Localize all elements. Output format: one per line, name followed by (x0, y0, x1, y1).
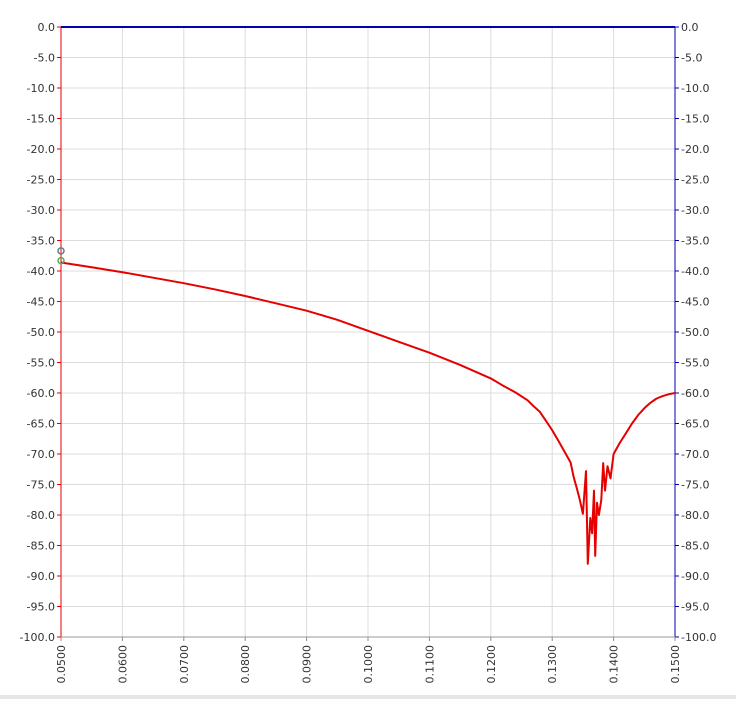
y-tick-label-left: -15.0 (27, 113, 55, 126)
y-tick-label-left: -95.0 (27, 601, 55, 614)
y-tick-label-right: -95.0 (681, 601, 709, 614)
x-tick-label: 0.0700 (178, 645, 191, 684)
y-tick-label-right: -90.0 (681, 570, 709, 583)
x-tick-label: 0.0900 (301, 645, 314, 684)
y-tick-label-left: -85.0 (27, 540, 55, 553)
y-tick-label-left: -50.0 (27, 326, 55, 339)
x-tick-label: 0.1000 (362, 645, 375, 684)
y-tick-label-left: -80.0 (27, 509, 55, 522)
y-tick-label-left: -20.0 (27, 143, 55, 156)
x-tick-label: 0.1200 (485, 645, 498, 684)
y-tick-label-left: -55.0 (27, 357, 55, 370)
x-tick-label: 0.0800 (239, 645, 252, 684)
y-tick-label-right: -65.0 (681, 418, 709, 431)
y-tick-label-left: 0.0 (38, 21, 56, 34)
y-tick-label-left: -30.0 (27, 204, 55, 217)
x-tick-label: 0.1400 (608, 645, 621, 684)
y-tick-label-left: -10.0 (27, 82, 55, 95)
x-tick-label: 0.0500 (55, 645, 68, 684)
y-tick-label-left: -45.0 (27, 296, 55, 309)
x-tick-label: 0.1100 (423, 645, 436, 684)
y-tick-label-left: -75.0 (27, 479, 55, 492)
x-tick-label: 0.1300 (546, 645, 559, 684)
y-tick-label-right: -25.0 (681, 174, 709, 187)
y-tick-label-left: -5.0 (34, 52, 55, 65)
data-marker (57, 247, 65, 255)
y-tick-label-left: -40.0 (27, 265, 55, 278)
y-tick-label-right: -60.0 (681, 387, 709, 400)
y-tick-label-right: -30.0 (681, 204, 709, 217)
y-tick-label-left: -60.0 (27, 387, 55, 400)
y-tick-label-left: -70.0 (27, 448, 55, 461)
y-tick-label-left: -65.0 (27, 418, 55, 431)
y-tick-label-right: -35.0 (681, 235, 709, 248)
y-tick-label-right: -5.0 (681, 52, 702, 65)
y-tick-label-right: -50.0 (681, 326, 709, 339)
y-tick-label-right: -55.0 (681, 357, 709, 370)
y-tick-label-right: -10.0 (681, 82, 709, 95)
y-tick-label-right: -70.0 (681, 448, 709, 461)
y-tick-label-left: -35.0 (27, 235, 55, 248)
y-tick-label-right: -40.0 (681, 265, 709, 278)
x-tick-label: 0.1500 (669, 645, 682, 684)
y-tick-label-right: -45.0 (681, 296, 709, 309)
y-tick-label-right: -20.0 (681, 143, 709, 156)
data-marker (57, 256, 65, 265)
y-tick-label-right: -85.0 (681, 540, 709, 553)
x-tick-label: 0.0600 (116, 645, 129, 684)
y-tick-label-right: -80.0 (681, 509, 709, 522)
y-tick-label-right: 0.0 (681, 21, 699, 34)
y-tick-label-left: -90.0 (27, 570, 55, 583)
y-tick-label-right: -75.0 (681, 479, 709, 492)
y-tick-label-left: -100.0 (20, 631, 55, 644)
y-tick-label-right: -100.0 (681, 631, 716, 644)
y-tick-label-right: -15.0 (681, 113, 709, 126)
series-red-line (60, 261, 676, 565)
y-tick-label-left: -25.0 (27, 174, 55, 187)
